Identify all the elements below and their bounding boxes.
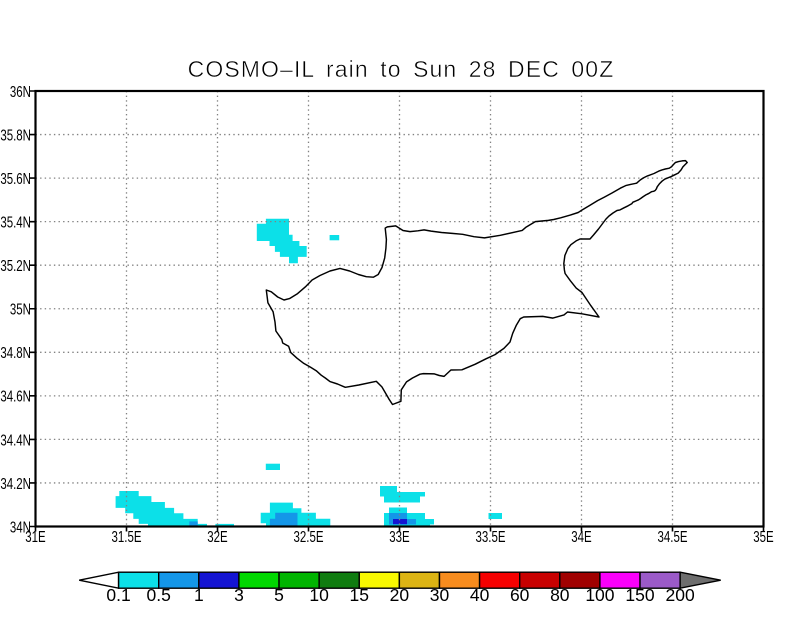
svg-text:35E: 35E [753,527,773,545]
svg-text:34E: 34E [571,527,591,545]
svg-text:1: 1 [194,585,204,605]
svg-text:35N: 35N [10,300,31,318]
svg-text:15: 15 [350,585,369,605]
svg-text:35.8N: 35.8N [0,126,31,144]
svg-text:35.4N: 35.4N [0,213,31,231]
svg-text:34.2N: 34.2N [0,474,31,492]
svg-text:34.5E: 34.5E [657,527,687,545]
svg-text:200: 200 [666,585,695,605]
svg-text:32.5E: 32.5E [293,527,323,545]
svg-text:COSMO–IL rain to Sun 28 DEC 00: COSMO–IL rain to Sun 28 DEC 00Z [188,56,615,82]
svg-text:33.5E: 33.5E [475,527,505,545]
svg-text:10: 10 [309,585,329,605]
svg-text:100: 100 [585,585,614,605]
svg-text:31.5E: 31.5E [111,527,141,545]
svg-text:5: 5 [274,585,284,605]
svg-text:34.6N: 34.6N [0,387,31,405]
svg-text:35.2N: 35.2N [0,256,31,274]
svg-text:34.8N: 34.8N [0,343,31,361]
svg-text:36N: 36N [10,82,31,100]
svg-text:60: 60 [510,585,530,605]
svg-text:150: 150 [625,585,654,605]
svg-text:80: 80 [550,585,570,605]
svg-text:35.6N: 35.6N [0,169,31,187]
svg-text:30: 30 [430,585,450,605]
svg-text:31E: 31E [25,527,45,545]
svg-text:32E: 32E [207,527,227,545]
svg-text:34.4N: 34.4N [0,430,31,448]
svg-text:0.1: 0.1 [106,585,130,605]
svg-text:3: 3 [234,585,244,605]
svg-text:40: 40 [470,585,490,605]
svg-text:20: 20 [390,585,410,605]
svg-text:33E: 33E [389,527,409,545]
svg-text:34N: 34N [10,518,31,536]
svg-text:0.5: 0.5 [147,585,171,605]
